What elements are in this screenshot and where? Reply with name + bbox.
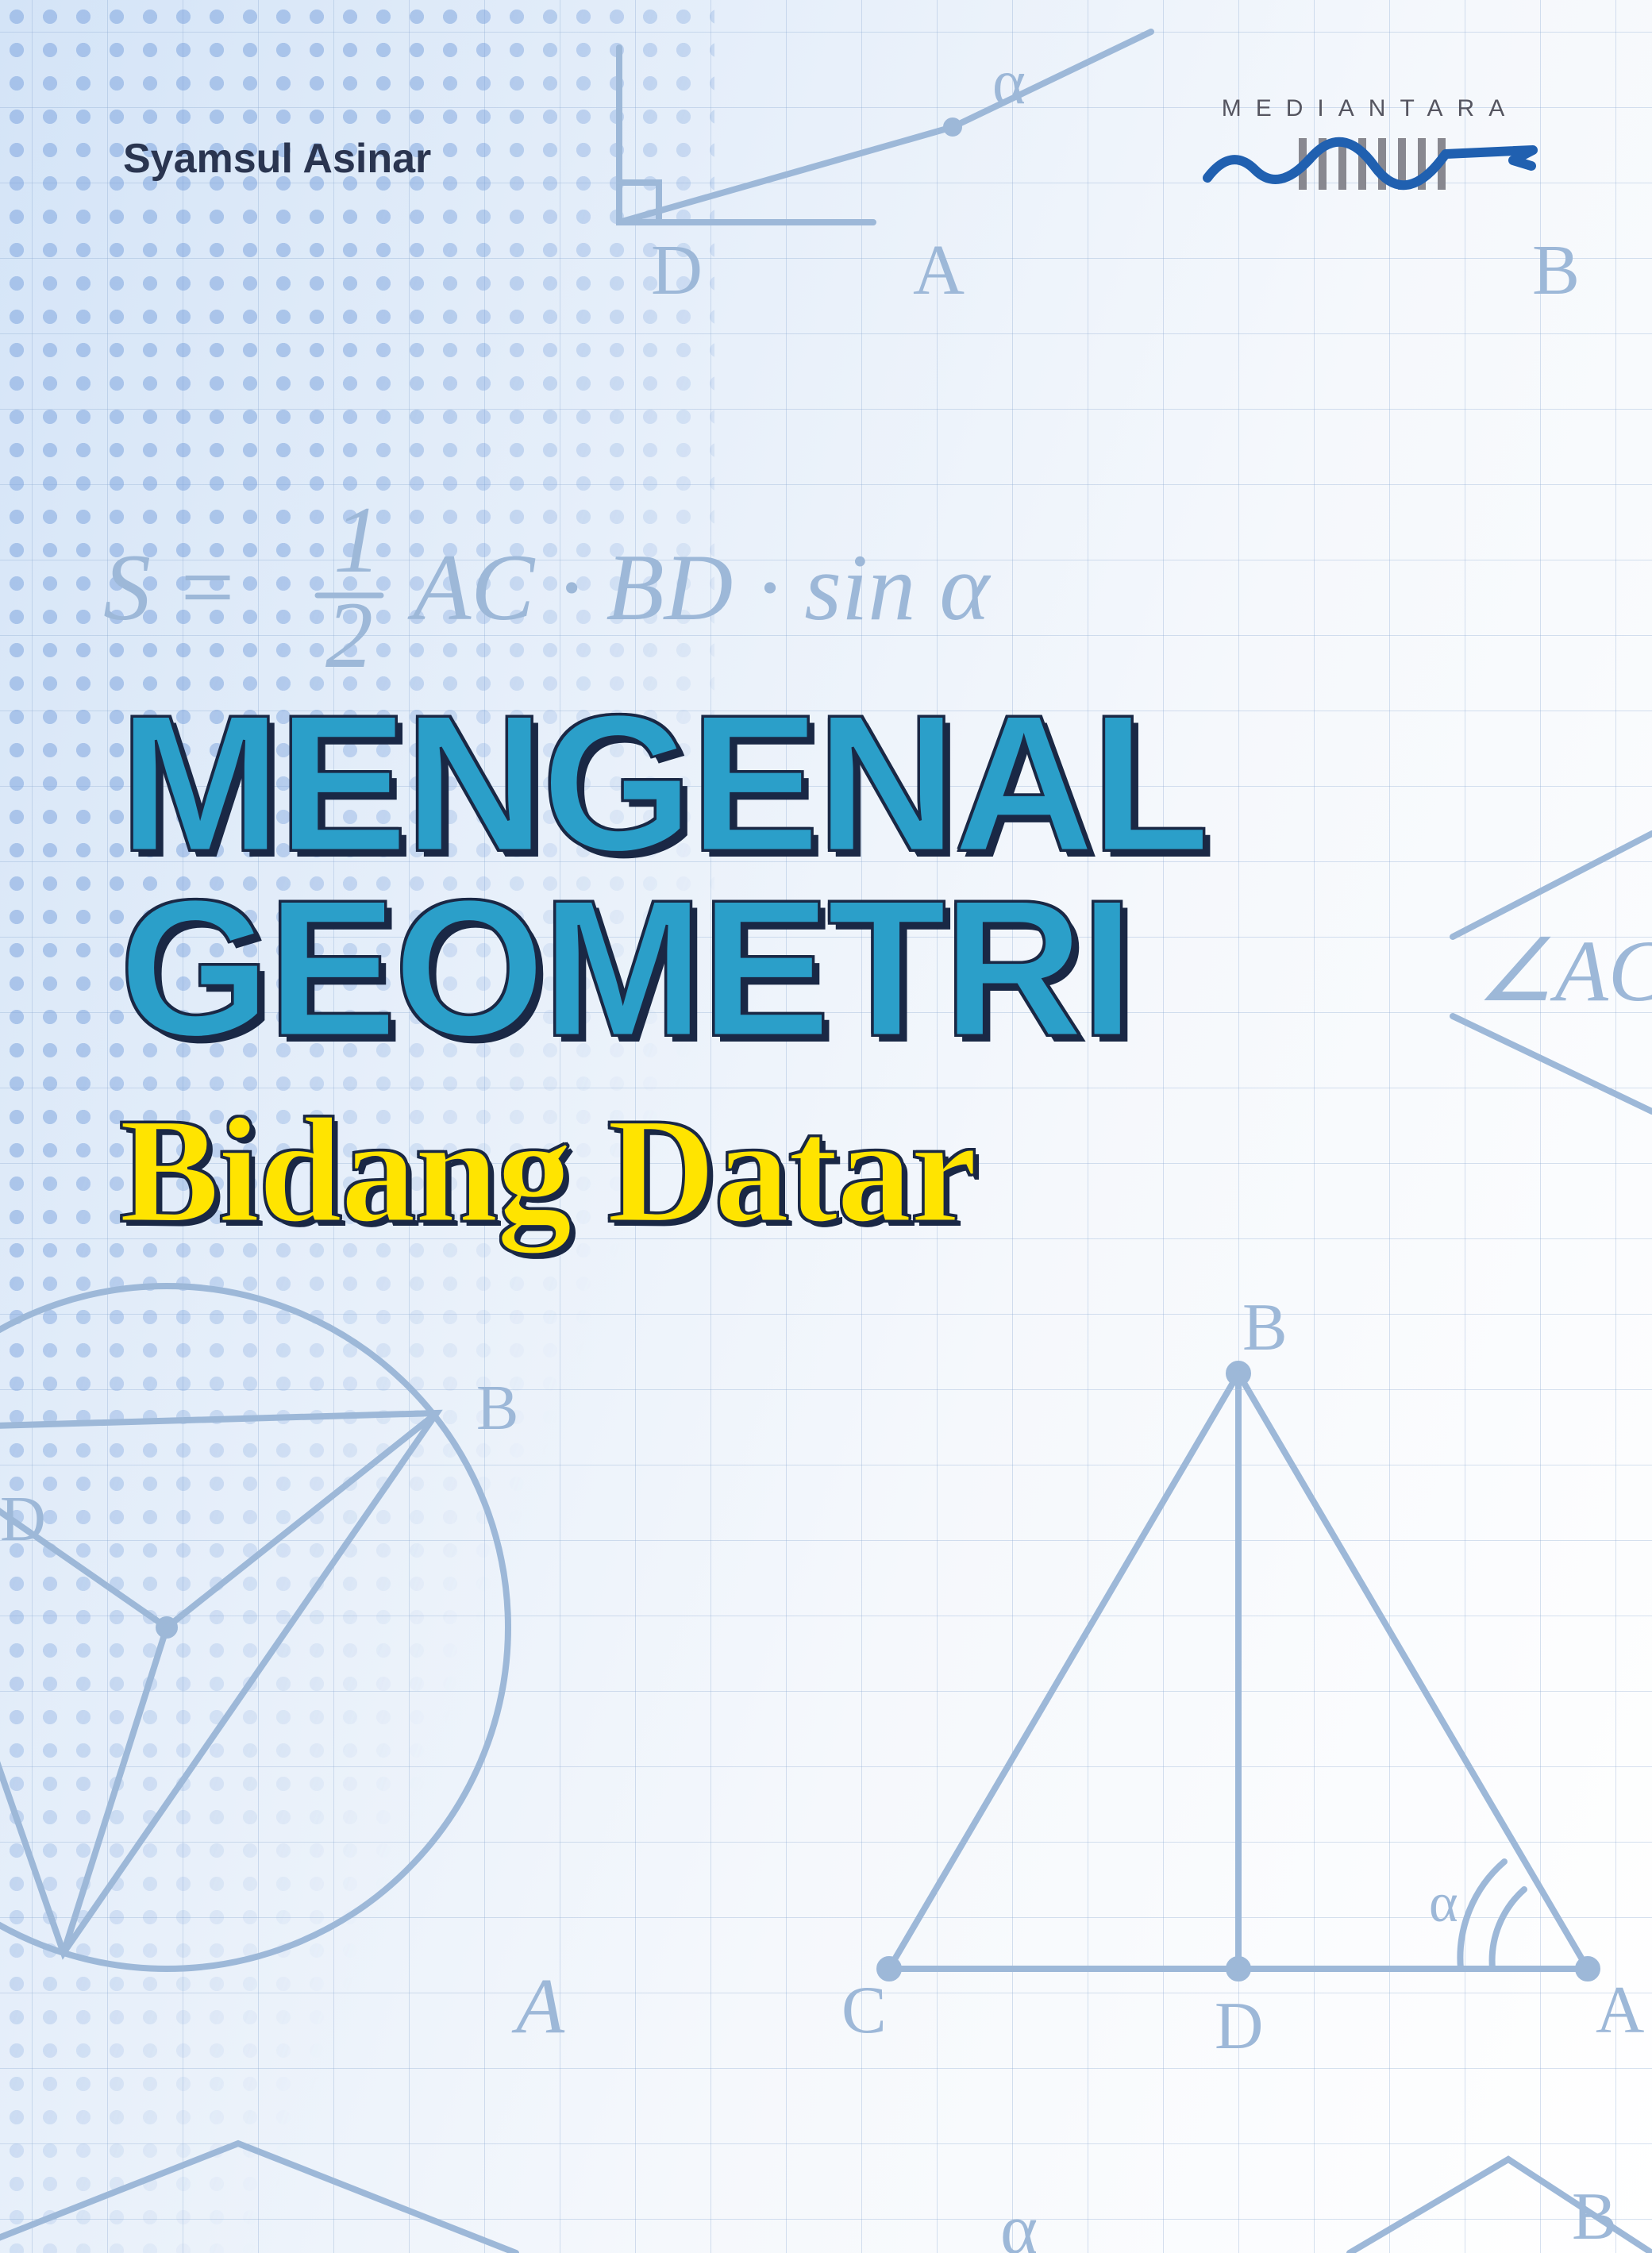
publisher-name: MEDIANTARA [1200, 95, 1541, 122]
subtitle: Bidang Datar [119, 1084, 1207, 1257]
author-name: Syamsul Asinar [123, 135, 431, 183]
title-line-2: GEOMETRI [119, 876, 1207, 1061]
book-cover: D A α B S = 1 2 AC · BD · sin α ∠AC D B [0, 0, 1652, 2253]
publisher-logo [1200, 122, 1541, 202]
title-block: MENGENAL GEOMETRI Bidang Datar [119, 691, 1207, 1257]
title-line-1: MENGENAL [119, 691, 1207, 876]
publisher-block: MEDIANTARA [1200, 95, 1541, 206]
